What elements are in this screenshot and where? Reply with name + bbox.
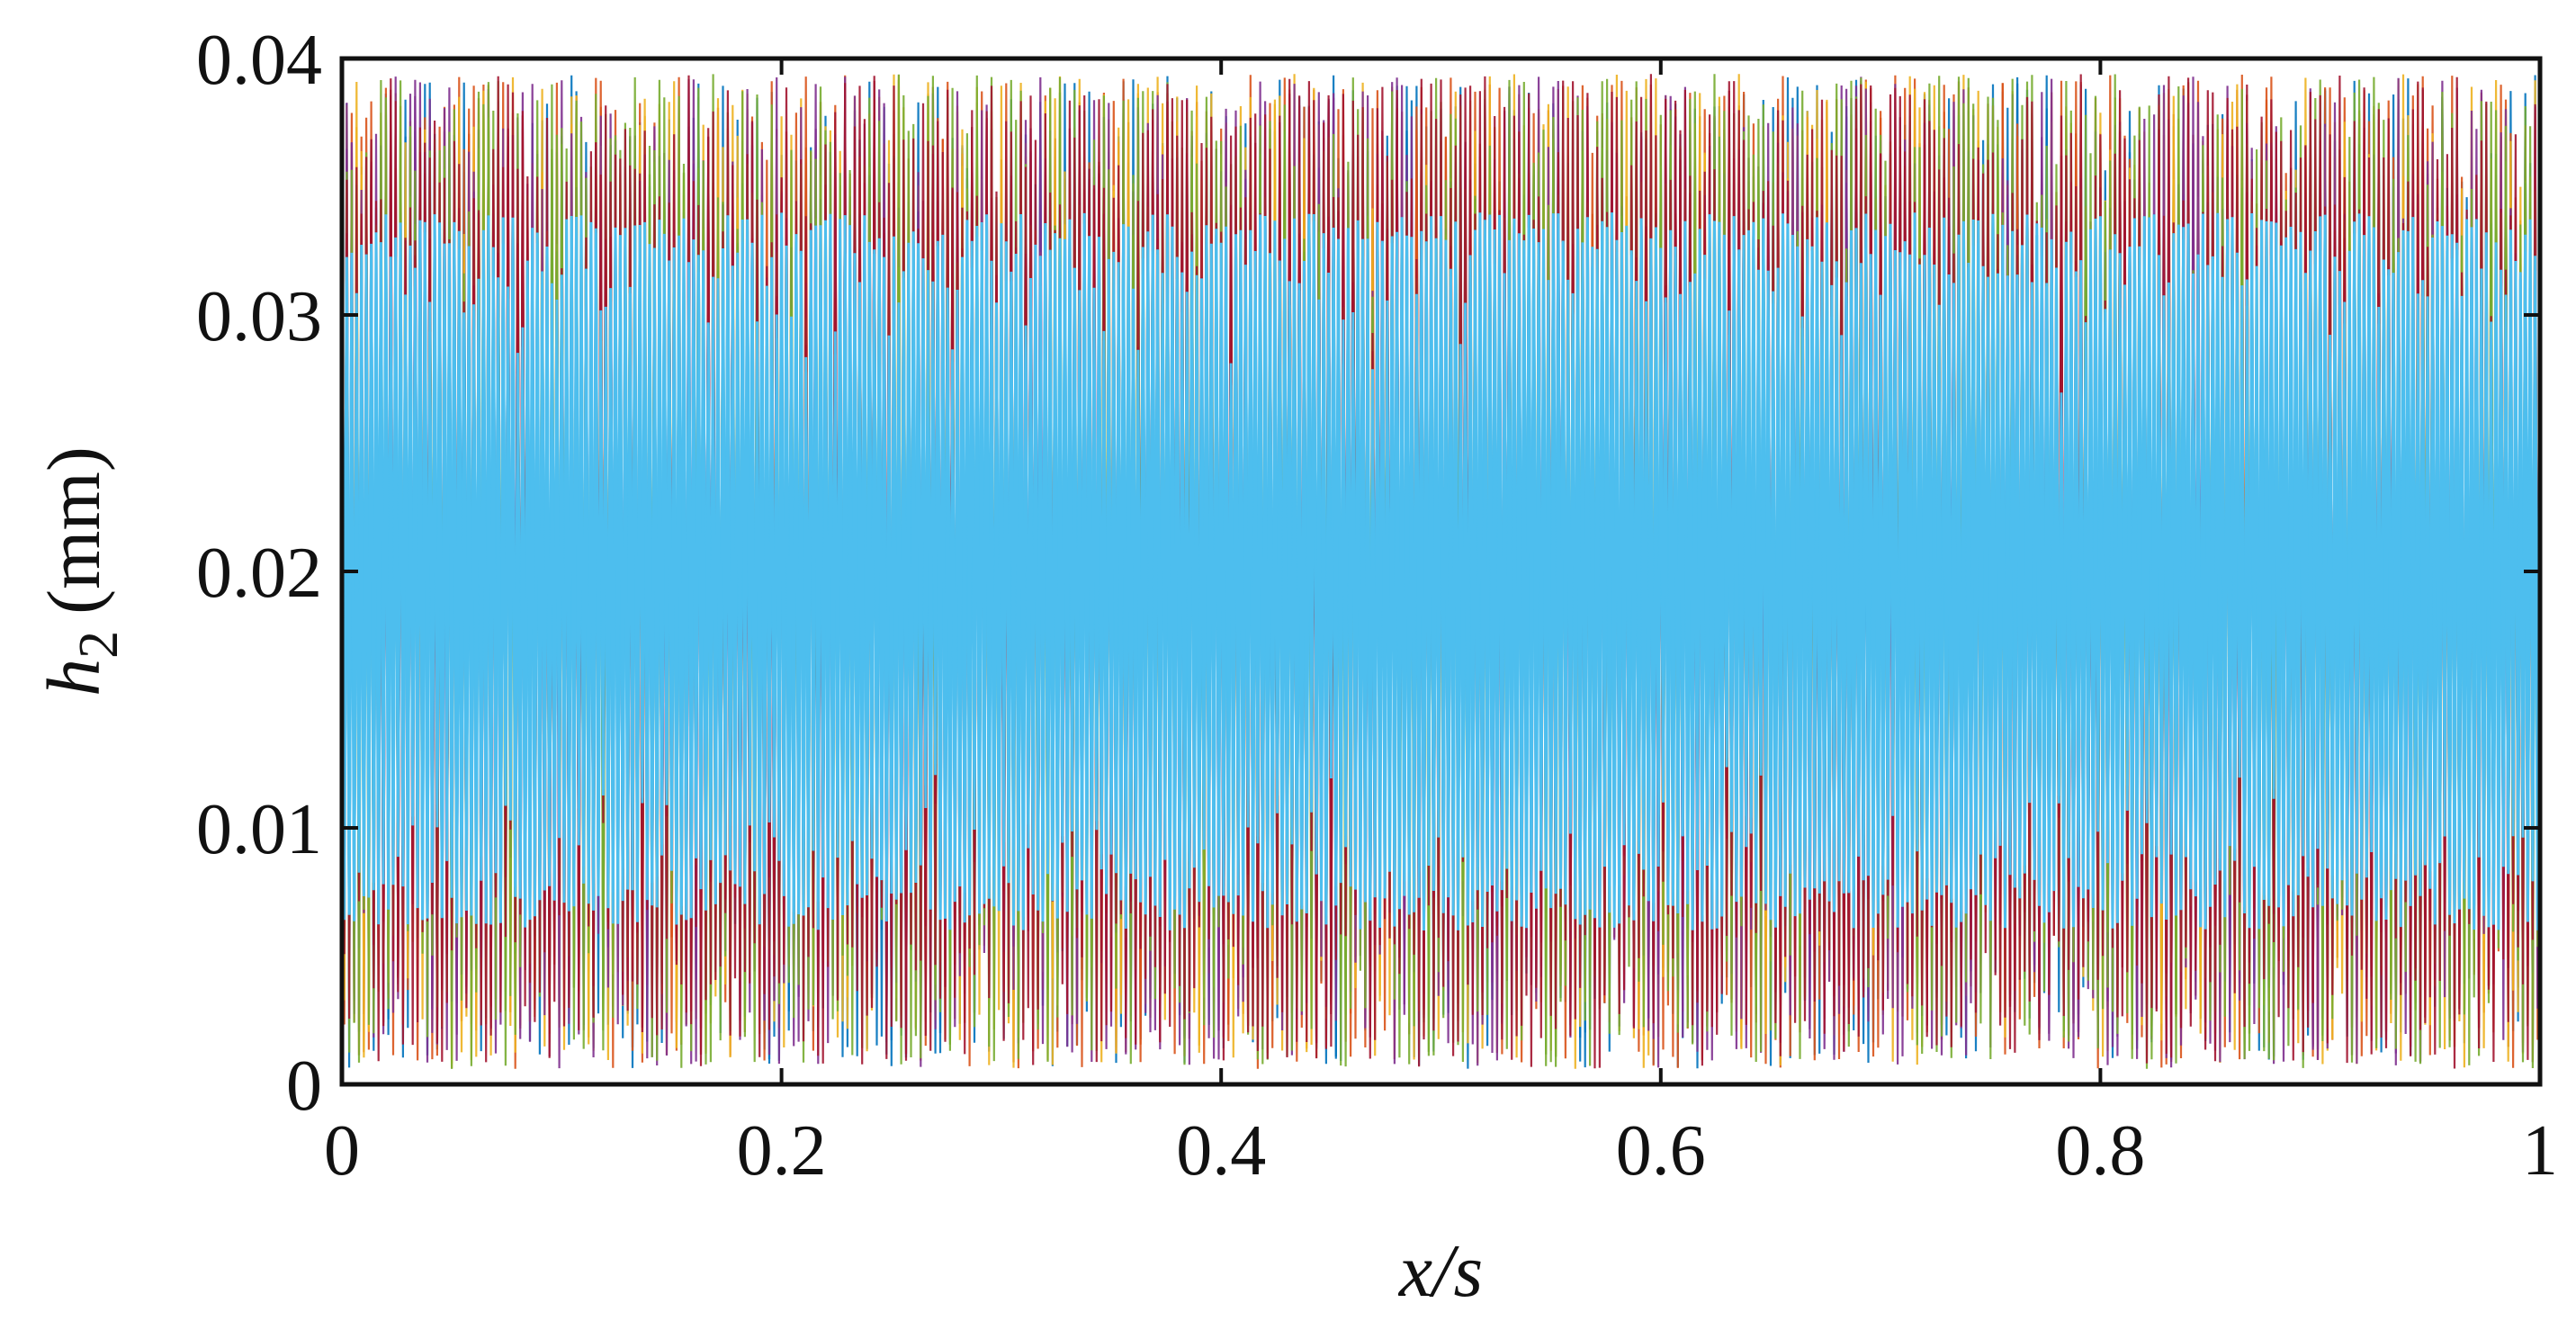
y-tick-label: 0.02 xyxy=(196,534,322,613)
x-tick-label: 0.2 xyxy=(737,1111,827,1191)
y-axis-title: h2 (mm) xyxy=(32,446,130,696)
y-axis-unit: (mm) xyxy=(32,446,116,615)
y-tick-label: 0.01 xyxy=(196,790,322,869)
x-tick-label: 0.6 xyxy=(1616,1111,1706,1191)
y-axis-symbol: h xyxy=(32,659,116,696)
x-tick-label: 0 xyxy=(324,1111,360,1191)
y-tick-label: 0.03 xyxy=(196,277,322,356)
plot-traces xyxy=(342,74,2540,1069)
axis-ticks xyxy=(340,57,2542,1086)
series-trace-core xyxy=(342,212,2540,931)
y-tick-label: 0 xyxy=(286,1047,322,1126)
x-axis-title: x/s xyxy=(1397,1229,1483,1313)
x-tick-label: 0.4 xyxy=(1176,1111,1266,1191)
y-axis-subscript: 2 xyxy=(68,631,130,659)
x-tick-label: 1 xyxy=(2522,1111,2558,1191)
x-tick-label: 0.8 xyxy=(2055,1111,2145,1191)
y-tick-label: 0.04 xyxy=(196,21,322,100)
